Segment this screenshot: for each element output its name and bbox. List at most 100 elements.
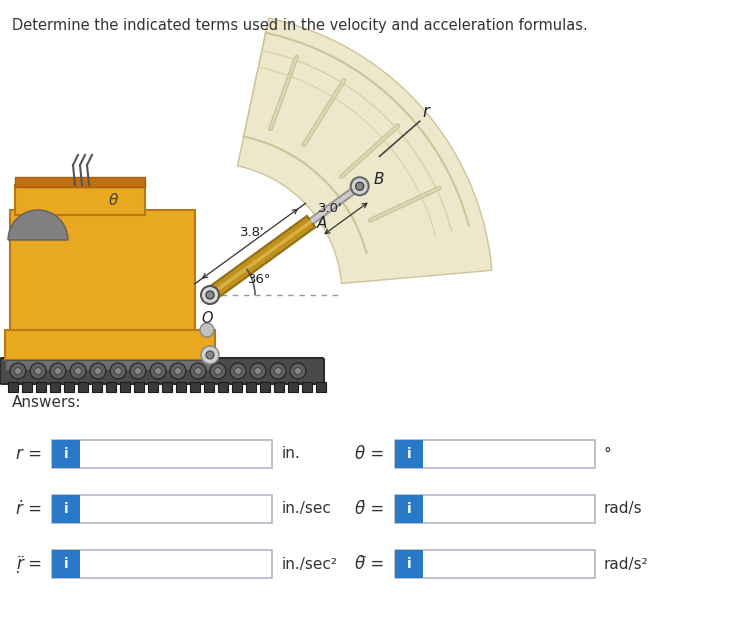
Text: θ̇ =: θ̇ =: [355, 500, 384, 518]
FancyBboxPatch shape: [302, 382, 312, 392]
FancyBboxPatch shape: [5, 360, 215, 370]
Text: °: °: [604, 447, 612, 462]
Text: θ =: θ =: [355, 445, 384, 463]
Text: 36°: 36°: [248, 273, 271, 286]
Text: r: r: [423, 103, 429, 121]
FancyBboxPatch shape: [395, 550, 423, 578]
Polygon shape: [209, 220, 312, 296]
FancyBboxPatch shape: [10, 210, 195, 330]
FancyBboxPatch shape: [36, 382, 46, 392]
FancyBboxPatch shape: [0, 358, 324, 384]
FancyBboxPatch shape: [5, 330, 215, 360]
Circle shape: [250, 363, 266, 379]
Circle shape: [110, 363, 126, 379]
Text: Determine the indicated terms used in the velocity and acceleration formulas.: Determine the indicated terms used in th…: [12, 18, 588, 33]
Circle shape: [200, 323, 214, 337]
FancyBboxPatch shape: [15, 177, 145, 187]
Circle shape: [254, 368, 262, 374]
FancyBboxPatch shape: [395, 440, 423, 468]
Circle shape: [210, 363, 226, 379]
Text: i: i: [64, 447, 68, 461]
Circle shape: [95, 368, 101, 374]
Circle shape: [234, 368, 242, 374]
Circle shape: [174, 368, 182, 374]
Circle shape: [135, 368, 142, 374]
Wedge shape: [8, 210, 68, 240]
FancyBboxPatch shape: [190, 382, 200, 392]
FancyBboxPatch shape: [52, 495, 272, 523]
Circle shape: [206, 351, 214, 359]
Circle shape: [150, 363, 166, 379]
FancyBboxPatch shape: [22, 382, 32, 392]
Circle shape: [115, 368, 121, 374]
Circle shape: [270, 363, 286, 379]
Text: i: i: [406, 557, 412, 571]
FancyBboxPatch shape: [232, 382, 242, 392]
Text: i: i: [406, 447, 412, 461]
Circle shape: [201, 286, 219, 304]
FancyBboxPatch shape: [15, 185, 145, 215]
Circle shape: [10, 363, 26, 379]
FancyBboxPatch shape: [52, 440, 80, 468]
Circle shape: [130, 363, 146, 379]
Circle shape: [274, 368, 282, 374]
Circle shape: [74, 368, 82, 374]
Text: 3.8': 3.8': [240, 226, 265, 239]
FancyBboxPatch shape: [52, 550, 272, 578]
FancyBboxPatch shape: [218, 382, 228, 392]
Text: ṙ =: ṙ =: [16, 500, 42, 518]
Circle shape: [230, 363, 246, 379]
Polygon shape: [237, 18, 492, 283]
Circle shape: [170, 363, 186, 379]
Text: in.: in.: [282, 447, 301, 462]
Polygon shape: [244, 33, 469, 253]
Circle shape: [30, 363, 46, 379]
FancyBboxPatch shape: [8, 382, 18, 392]
Circle shape: [70, 363, 86, 379]
FancyBboxPatch shape: [204, 382, 214, 392]
FancyBboxPatch shape: [120, 382, 130, 392]
Circle shape: [195, 368, 201, 374]
Text: 3.0': 3.0': [318, 202, 343, 215]
FancyBboxPatch shape: [52, 495, 80, 523]
Text: in./sec²: in./sec²: [282, 557, 338, 572]
Circle shape: [54, 368, 62, 374]
Text: B: B: [373, 172, 384, 187]
Circle shape: [351, 177, 369, 195]
Text: rad/s: rad/s: [604, 502, 642, 517]
FancyBboxPatch shape: [148, 382, 158, 392]
Text: θ̈ =: θ̈ =: [355, 555, 384, 573]
Circle shape: [190, 363, 206, 379]
Polygon shape: [206, 216, 315, 301]
Text: i: i: [64, 502, 68, 516]
Text: O: O: [201, 311, 212, 326]
FancyBboxPatch shape: [50, 382, 60, 392]
FancyBboxPatch shape: [92, 382, 102, 392]
FancyBboxPatch shape: [52, 440, 272, 468]
FancyBboxPatch shape: [176, 382, 186, 392]
FancyBboxPatch shape: [395, 495, 595, 523]
Circle shape: [295, 368, 301, 374]
Circle shape: [215, 368, 221, 374]
Text: r =: r =: [16, 445, 42, 463]
FancyBboxPatch shape: [106, 382, 116, 392]
FancyBboxPatch shape: [78, 382, 88, 392]
FancyBboxPatch shape: [395, 495, 423, 523]
Circle shape: [201, 346, 219, 364]
Text: i: i: [406, 502, 412, 516]
FancyBboxPatch shape: [162, 382, 172, 392]
Circle shape: [356, 182, 364, 190]
Circle shape: [290, 363, 306, 379]
FancyBboxPatch shape: [274, 382, 284, 392]
FancyBboxPatch shape: [395, 550, 595, 578]
Text: $\theta$: $\theta$: [108, 192, 119, 208]
Text: i: i: [64, 557, 68, 571]
Circle shape: [35, 368, 41, 374]
Circle shape: [206, 291, 214, 299]
Text: ṛ̈ =: ṛ̈ =: [16, 555, 42, 573]
FancyBboxPatch shape: [260, 382, 270, 392]
FancyBboxPatch shape: [134, 382, 144, 392]
Text: rad/s²: rad/s²: [604, 557, 649, 572]
Circle shape: [90, 363, 106, 379]
FancyBboxPatch shape: [64, 382, 74, 392]
